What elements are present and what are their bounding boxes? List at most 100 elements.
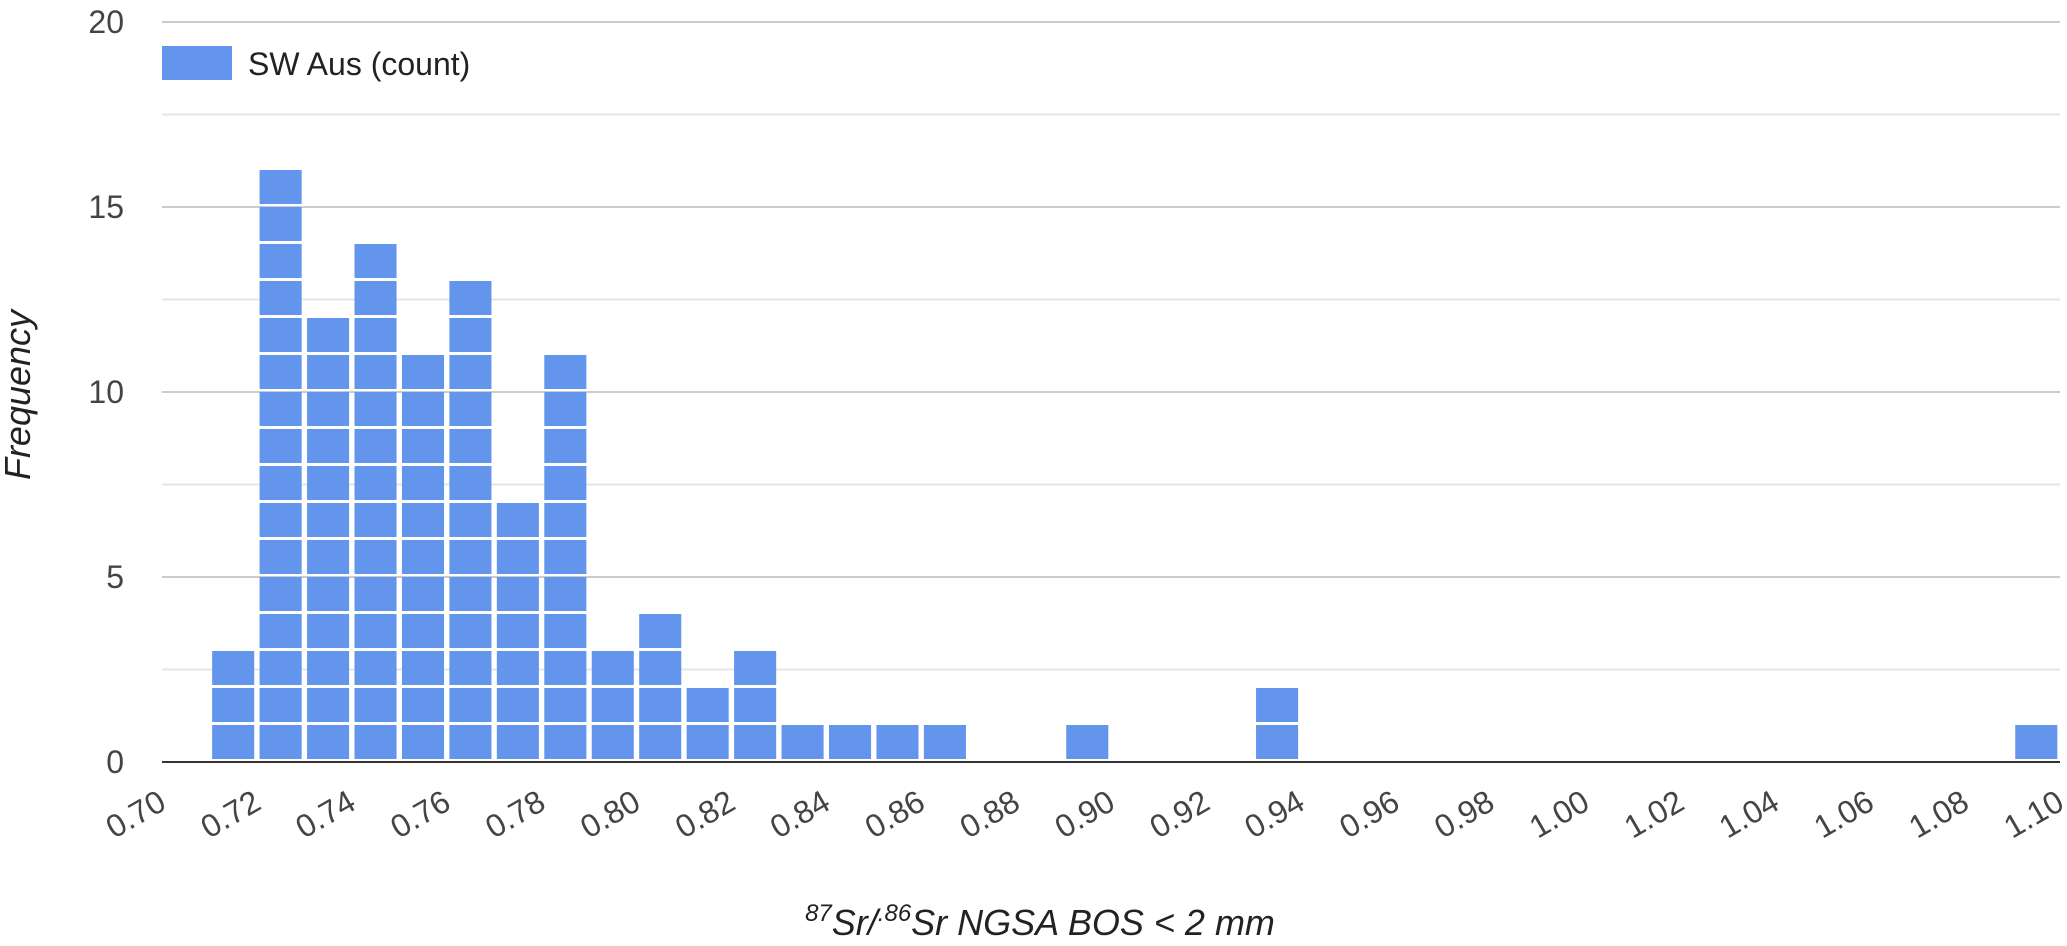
bar-unit-block [401,429,445,463]
bar-unit-block [449,429,492,463]
x-axis-title-sup1: 87 [805,900,833,927]
x-tick-label: 1.02 [1618,783,1690,845]
bar-unit-block [734,651,777,685]
x-axis-title-part2: Sr NGSA BOS < 2 mm [911,902,1275,943]
bar-unit-block [496,688,539,722]
bar-unit-block [449,355,492,389]
x-tick-label: 1.10 [1998,783,2067,845]
bar-unit-block [449,318,492,352]
bar-unit-block [354,614,397,648]
bar-unit-block [496,614,539,648]
bar-unit-block [449,614,492,648]
bar-unit-block [259,429,302,463]
histogram-bar [544,355,587,759]
histogram-bar [686,688,729,759]
histogram-bar [307,318,350,759]
bar-unit-block [307,429,350,463]
x-tick-label: 1.00 [1523,783,1595,845]
x-tick-label: 0.80 [574,783,646,845]
histogram-bar [639,614,682,759]
histogram-bar [591,651,634,759]
bar-unit-block [307,318,350,352]
bar-unit-block [639,614,682,648]
bar-unit-block [212,688,255,722]
bar-unit-block [828,725,872,759]
histogram-bar [923,725,966,759]
y-axis-title: Frequency [0,308,38,480]
bar-unit-block [401,577,445,611]
bar-unit-block [401,466,445,500]
bar-unit-block [401,503,445,537]
histogram-bar [1256,688,1299,759]
bar-unit-block [449,540,492,574]
bar-unit-block [307,614,350,648]
bar-unit-block [1066,725,1109,759]
histogram-bar [449,281,492,759]
bar-unit-block [259,355,302,389]
bar-unit-block [544,614,587,648]
x-tick-label: 0.76 [384,783,456,845]
bar-unit-block [354,429,397,463]
bar-unit-block [401,392,445,426]
bar-unit-block [354,725,397,759]
bar-unit-block [544,540,587,574]
bar-unit-block [307,725,350,759]
bar-unit-block [259,318,302,352]
histogram-bar [781,725,824,759]
bar-unit-block [307,355,350,389]
bar-unit-block [354,244,397,278]
bar-unit-block [591,688,634,722]
x-tick-label: 0.72 [194,783,266,845]
bar-unit-block [259,725,302,759]
histogram-bar [212,651,255,759]
bar-unit-block [259,244,302,278]
bar-unit-block [354,281,397,315]
bar-unit-block [307,503,350,537]
y-tick-label: 20 [88,4,124,40]
x-axis-ticks: 0.70 0.72 0.74 0.76 0.78 0.80 0.82 0.84 0.86 0.88… [100,783,2067,845]
y-tick-label: 15 [88,189,124,225]
bar-unit-block [544,392,587,426]
bar-unit-block [686,725,729,759]
bar-unit-block [544,466,587,500]
x-tick-label: 0.82 [669,783,741,845]
bar-unit-block [354,503,397,537]
x-axis-title-sup2: .86 [878,900,912,927]
histogram-bar [401,355,445,759]
bar-unit-block [591,651,634,685]
bar-unit-block [496,540,539,574]
bar-unit-block [307,688,350,722]
bar-unit-block [1256,725,1299,759]
bar-unit-block [544,429,587,463]
bar-unit-block [544,503,587,537]
y-tick-label: 0 [106,744,124,780]
y-tick-label: 10 [88,374,124,410]
bar-unit-block [639,651,682,685]
bar-unit-block [496,503,539,537]
bar-unit-block [449,503,492,537]
x-tick-label: 0.86 [859,783,931,845]
bar-unit-block [307,651,350,685]
x-tick-label: 0.98 [1428,783,1500,845]
bar-unit-block [639,725,682,759]
histogram-bar [734,651,777,759]
x-tick-label: 0.96 [1333,783,1405,845]
bar-unit-block [354,466,397,500]
bar-unit-block [212,725,255,759]
bar-unit-block [354,688,397,722]
bar-unit-block [307,392,350,426]
bar-unit-block [544,725,587,759]
bar-unit-block [259,281,302,315]
bar-unit-block [354,540,397,574]
bar-unit-block [354,355,397,389]
x-tick-label: 0.74 [289,783,361,845]
bar-unit-block [212,651,255,685]
bar-unit-block [544,688,587,722]
bars [212,170,2058,759]
bar-unit-block [259,207,302,241]
x-tick-label: 0.78 [479,783,551,845]
x-tick-label: 0.70 [100,783,172,845]
bar-unit-block [259,614,302,648]
bar-unit-block [307,577,350,611]
